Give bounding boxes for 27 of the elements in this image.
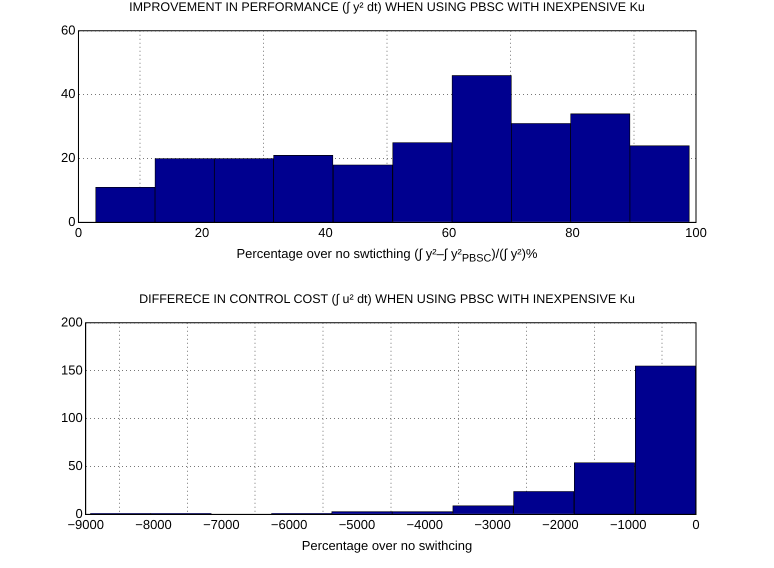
y-tick-label: 20 <box>60 150 76 166</box>
x-axis-title: Percentage over no swithcing <box>300 538 474 553</box>
x-tick-label: −5000 <box>338 516 376 532</box>
x-tick-label: 60 <box>442 224 456 240</box>
x-tick-label: −4000 <box>406 516 444 532</box>
x-tick-label: 40 <box>318 224 333 240</box>
x-tick-label: −1000 <box>610 516 646 532</box>
y-tick-label: 0 <box>75 506 83 521</box>
y-tick-label: 60 <box>60 22 76 38</box>
x-tick-label: −2000 <box>542 516 579 532</box>
x-tick-label: −6000 <box>270 516 308 532</box>
x-tick-label: 100 <box>685 224 707 240</box>
y-tick-label: 40 <box>60 86 76 102</box>
y-tick-label: 200 <box>60 314 83 330</box>
x-tick-label: 80 <box>565 224 580 240</box>
x-tick-label: 0 <box>692 516 700 532</box>
x-axis-title: Percentage over no swticthing (∫ y²–∫ y²$_{PBSC}$)/(∫ y²)% <box>235 246 538 265</box>
chart-title: DIFFERECE IN CONTROL COST (∫ u² dt) WHEN USING PBSC WITH INEXPENSIVE Ku <box>138 292 636 306</box>
y-tick-label: 100 <box>60 410 83 426</box>
chart-title: IMPROVEMENT IN PERFORMANCE (∫ y² dt) WHEN USING PBSC WITH INEXPENSIVE Ku <box>128 0 646 14</box>
x-tick-label: −8000 <box>135 516 172 532</box>
y-tick-label: 150 <box>60 362 83 378</box>
y-tick-label: 50 <box>68 458 83 474</box>
x-tick-label: −3000 <box>474 516 511 532</box>
y-tick-label: 0 <box>68 214 76 229</box>
x-tick-label: −7000 <box>203 516 240 532</box>
x-tick-label: 20 <box>194 224 210 240</box>
